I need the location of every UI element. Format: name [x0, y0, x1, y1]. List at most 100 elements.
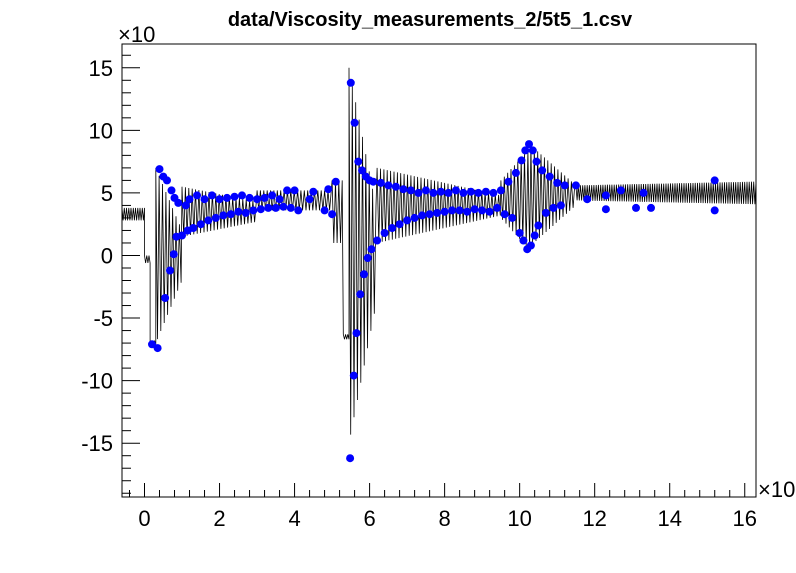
signal-layer: [121, 67, 757, 435]
data-point: [403, 216, 412, 225]
data-point: [271, 203, 280, 212]
data-point: [500, 210, 509, 219]
data-point: [421, 186, 430, 195]
data-point: [496, 186, 505, 195]
data-point: [485, 207, 494, 216]
data-point: [474, 188, 483, 197]
data-point: [189, 224, 198, 232]
data-point: [204, 216, 213, 225]
data-point: [545, 172, 554, 181]
data-point: [155, 165, 164, 174]
x-tick-label: 16: [733, 506, 757, 531]
data-point: [241, 208, 250, 217]
data-point: [526, 241, 535, 250]
data-point: [283, 186, 292, 195]
data-point: [647, 203, 655, 212]
data-point: [360, 270, 368, 279]
data-point: [451, 186, 460, 195]
x-tick-label: 14: [657, 506, 681, 531]
chart-title: data/Viscosity_measurements_2/5t5_1.csv: [228, 9, 633, 31]
data-point: [466, 187, 475, 196]
data-point: [352, 329, 361, 338]
signal-line: [121, 67, 757, 435]
data-point: [181, 201, 190, 210]
data-point: [367, 245, 376, 254]
data-point: [328, 210, 337, 219]
y-tick-label: 15: [89, 56, 113, 81]
data-point: [320, 206, 329, 215]
data-point: [583, 195, 592, 204]
data-point: [148, 340, 156, 349]
data-point: [525, 140, 533, 149]
data-point: [268, 191, 277, 200]
data-point: [166, 266, 174, 275]
x-tick-label: 0: [138, 506, 150, 531]
x-tick-label: 4: [288, 506, 300, 531]
data-point: [448, 206, 457, 215]
x-tick-label: 10: [507, 506, 531, 531]
data-point: [710, 176, 719, 185]
data-point: [230, 192, 239, 201]
data-point: [193, 191, 201, 200]
y-tick-label: -15: [81, 431, 113, 456]
y-exponent-label: ×10: [118, 22, 155, 47]
data-point: [489, 188, 498, 197]
data-point: [305, 195, 314, 204]
data-point: [433, 208, 442, 217]
data-point: [429, 188, 438, 197]
data-point: [541, 208, 550, 217]
data-point: [211, 213, 220, 222]
data-point: [245, 193, 254, 202]
data-point: [521, 146, 530, 155]
data-point: [290, 186, 299, 195]
x-exponent-label: ×10: [758, 477, 795, 502]
data-point: [350, 118, 359, 127]
data-point: [399, 185, 408, 194]
data-point: [571, 181, 580, 190]
data-point: [215, 195, 224, 204]
data-point: [219, 211, 228, 220]
data-point: [380, 229, 389, 237]
data-point: [601, 205, 610, 214]
data-point: [226, 210, 235, 219]
data-point: [710, 206, 719, 215]
data-point: [532, 157, 541, 166]
data-point: [153, 344, 162, 353]
data-point: [249, 206, 258, 215]
data-point: [444, 188, 453, 197]
data-point: [346, 78, 355, 87]
data-point: [264, 203, 273, 212]
x-tick-label: 12: [582, 506, 606, 531]
data-point: [481, 187, 490, 196]
x-tick-label: 8: [439, 506, 451, 531]
data-point: [395, 220, 404, 229]
data-point: [358, 166, 367, 175]
data-point: [616, 186, 625, 195]
data-point: [455, 206, 464, 215]
data-point: [234, 207, 243, 216]
data-point: [414, 188, 423, 197]
data-point: [504, 177, 513, 186]
data-point: [279, 202, 288, 211]
data-point: [418, 211, 427, 220]
data-point: [530, 231, 539, 240]
data-point: [196, 220, 205, 229]
axis-layer: 0 2 4 6 8 10 12 14 16 15 10 5 0 -5 -10 -15: [81, 54, 757, 531]
x-tick-label: 6: [363, 506, 375, 531]
data-point: [534, 221, 543, 230]
data-point: [309, 187, 318, 196]
data-point: [223, 193, 231, 202]
data-point: [511, 168, 520, 177]
data-point: [294, 206, 303, 215]
data-point: [410, 213, 419, 222]
data-point: [208, 191, 216, 200]
data-point: [238, 191, 246, 200]
data-point: [324, 185, 333, 194]
y-tick-label: 0: [101, 243, 113, 268]
data-point: [376, 178, 385, 187]
data-point: [260, 193, 269, 202]
y-tick-label: -5: [93, 306, 113, 331]
data-point: [391, 182, 400, 191]
data-point: [174, 198, 183, 207]
data-point: [560, 181, 569, 190]
